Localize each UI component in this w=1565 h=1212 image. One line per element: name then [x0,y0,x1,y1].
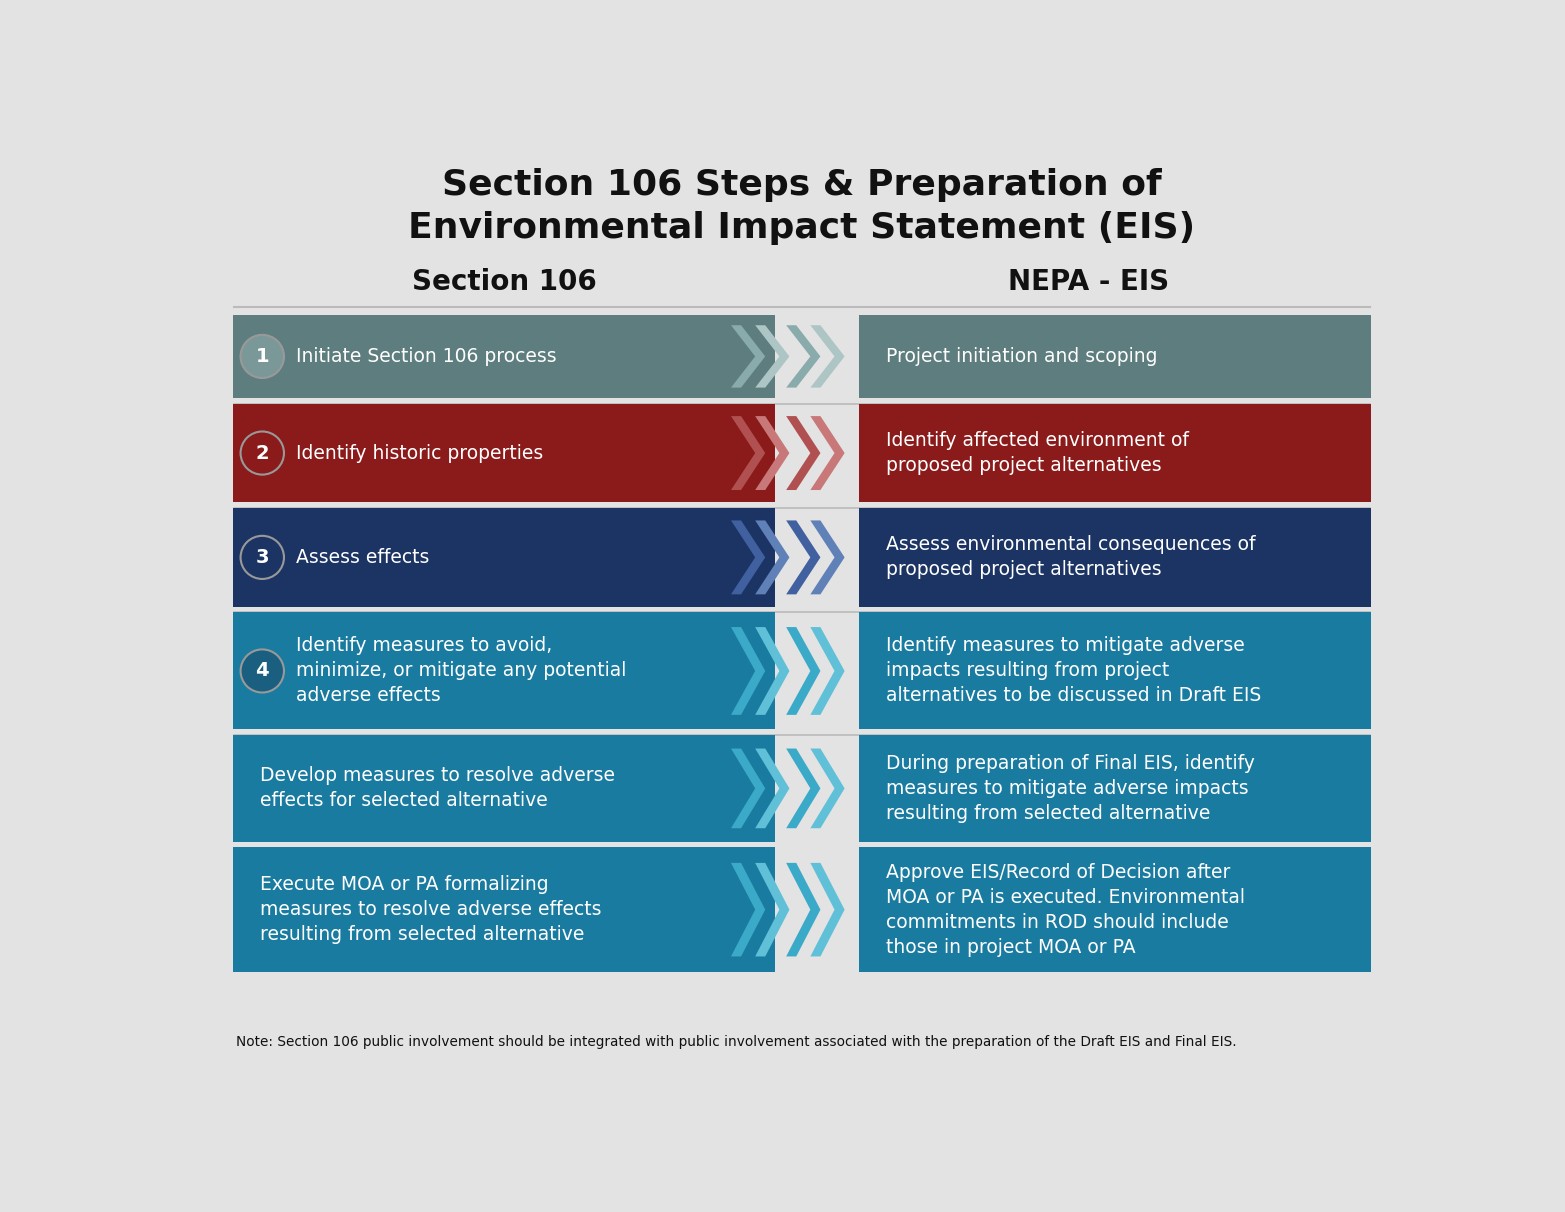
Polygon shape [811,416,845,490]
FancyBboxPatch shape [233,315,775,398]
Text: NEPA - EIS: NEPA - EIS [1008,268,1169,296]
FancyBboxPatch shape [233,404,775,502]
Polygon shape [786,627,820,715]
Circle shape [241,431,283,475]
Text: 3: 3 [255,548,269,567]
Polygon shape [811,325,845,388]
Polygon shape [811,863,845,956]
Circle shape [241,335,283,378]
Polygon shape [731,520,765,594]
Text: 4: 4 [255,662,269,680]
Text: Environmental Impact Statement (EIS): Environmental Impact Statement (EIS) [408,211,1196,245]
Polygon shape [731,749,765,828]
FancyBboxPatch shape [859,315,1371,398]
Polygon shape [786,520,820,594]
Polygon shape [786,416,820,490]
Text: Execute MOA or PA formalizing
measures to resolve adverse effects
resulting from: Execute MOA or PA formalizing measures t… [260,875,601,944]
Text: Note: Section 106 public involvement should be integrated with public involvemen: Note: Section 106 public involvement sho… [236,1035,1236,1050]
Text: Identify measures to avoid,
minimize, or mitigate any potential
adverse effects: Identify measures to avoid, minimize, or… [296,636,626,705]
Polygon shape [731,325,765,388]
Polygon shape [786,863,820,956]
FancyBboxPatch shape [233,847,775,972]
FancyBboxPatch shape [859,404,1371,502]
Polygon shape [756,749,789,828]
Polygon shape [756,325,789,388]
Polygon shape [731,416,765,490]
FancyBboxPatch shape [859,612,1371,730]
Circle shape [241,536,283,579]
Text: Identify historic properties: Identify historic properties [296,444,543,463]
FancyBboxPatch shape [859,508,1371,607]
Text: 2: 2 [255,444,269,463]
Polygon shape [731,627,765,715]
Text: Identify measures to mitigate adverse
impacts resulting from project
alternative: Identify measures to mitigate adverse im… [886,636,1261,705]
Text: Approve EIS/Record of Decision after
MOA or PA is executed. Environmental
commit: Approve EIS/Record of Decision after MOA… [886,863,1244,956]
Polygon shape [786,749,820,828]
Text: During preparation of Final EIS, identify
measures to mitigate adverse impacts
r: During preparation of Final EIS, identif… [886,754,1255,823]
Polygon shape [756,627,789,715]
Text: Initiate Section 106 process: Initiate Section 106 process [296,347,557,366]
FancyBboxPatch shape [233,508,775,607]
FancyBboxPatch shape [233,736,775,841]
Polygon shape [756,416,789,490]
Polygon shape [756,520,789,594]
Polygon shape [811,520,845,594]
Text: Identify affected environment of
proposed project alternatives: Identify affected environment of propose… [886,431,1189,475]
Text: Section 106 Steps & Preparation of: Section 106 Steps & Preparation of [443,168,1161,202]
Polygon shape [731,863,765,956]
Text: Section 106: Section 106 [412,268,596,296]
FancyBboxPatch shape [219,161,1385,1059]
Polygon shape [811,627,845,715]
Text: Develop measures to resolve adverse
effects for selected alternative: Develop measures to resolve adverse effe… [260,766,615,811]
FancyBboxPatch shape [233,612,775,730]
Polygon shape [811,749,845,828]
FancyBboxPatch shape [859,847,1371,972]
Text: Project initiation and scoping: Project initiation and scoping [886,347,1158,366]
Polygon shape [786,325,820,388]
Polygon shape [756,863,789,956]
Text: 1: 1 [255,347,269,366]
Circle shape [241,650,283,692]
Text: Assess environmental consequences of
proposed project alternatives: Assess environmental consequences of pro… [886,536,1255,579]
Text: Assess effects: Assess effects [296,548,430,567]
FancyBboxPatch shape [859,736,1371,841]
